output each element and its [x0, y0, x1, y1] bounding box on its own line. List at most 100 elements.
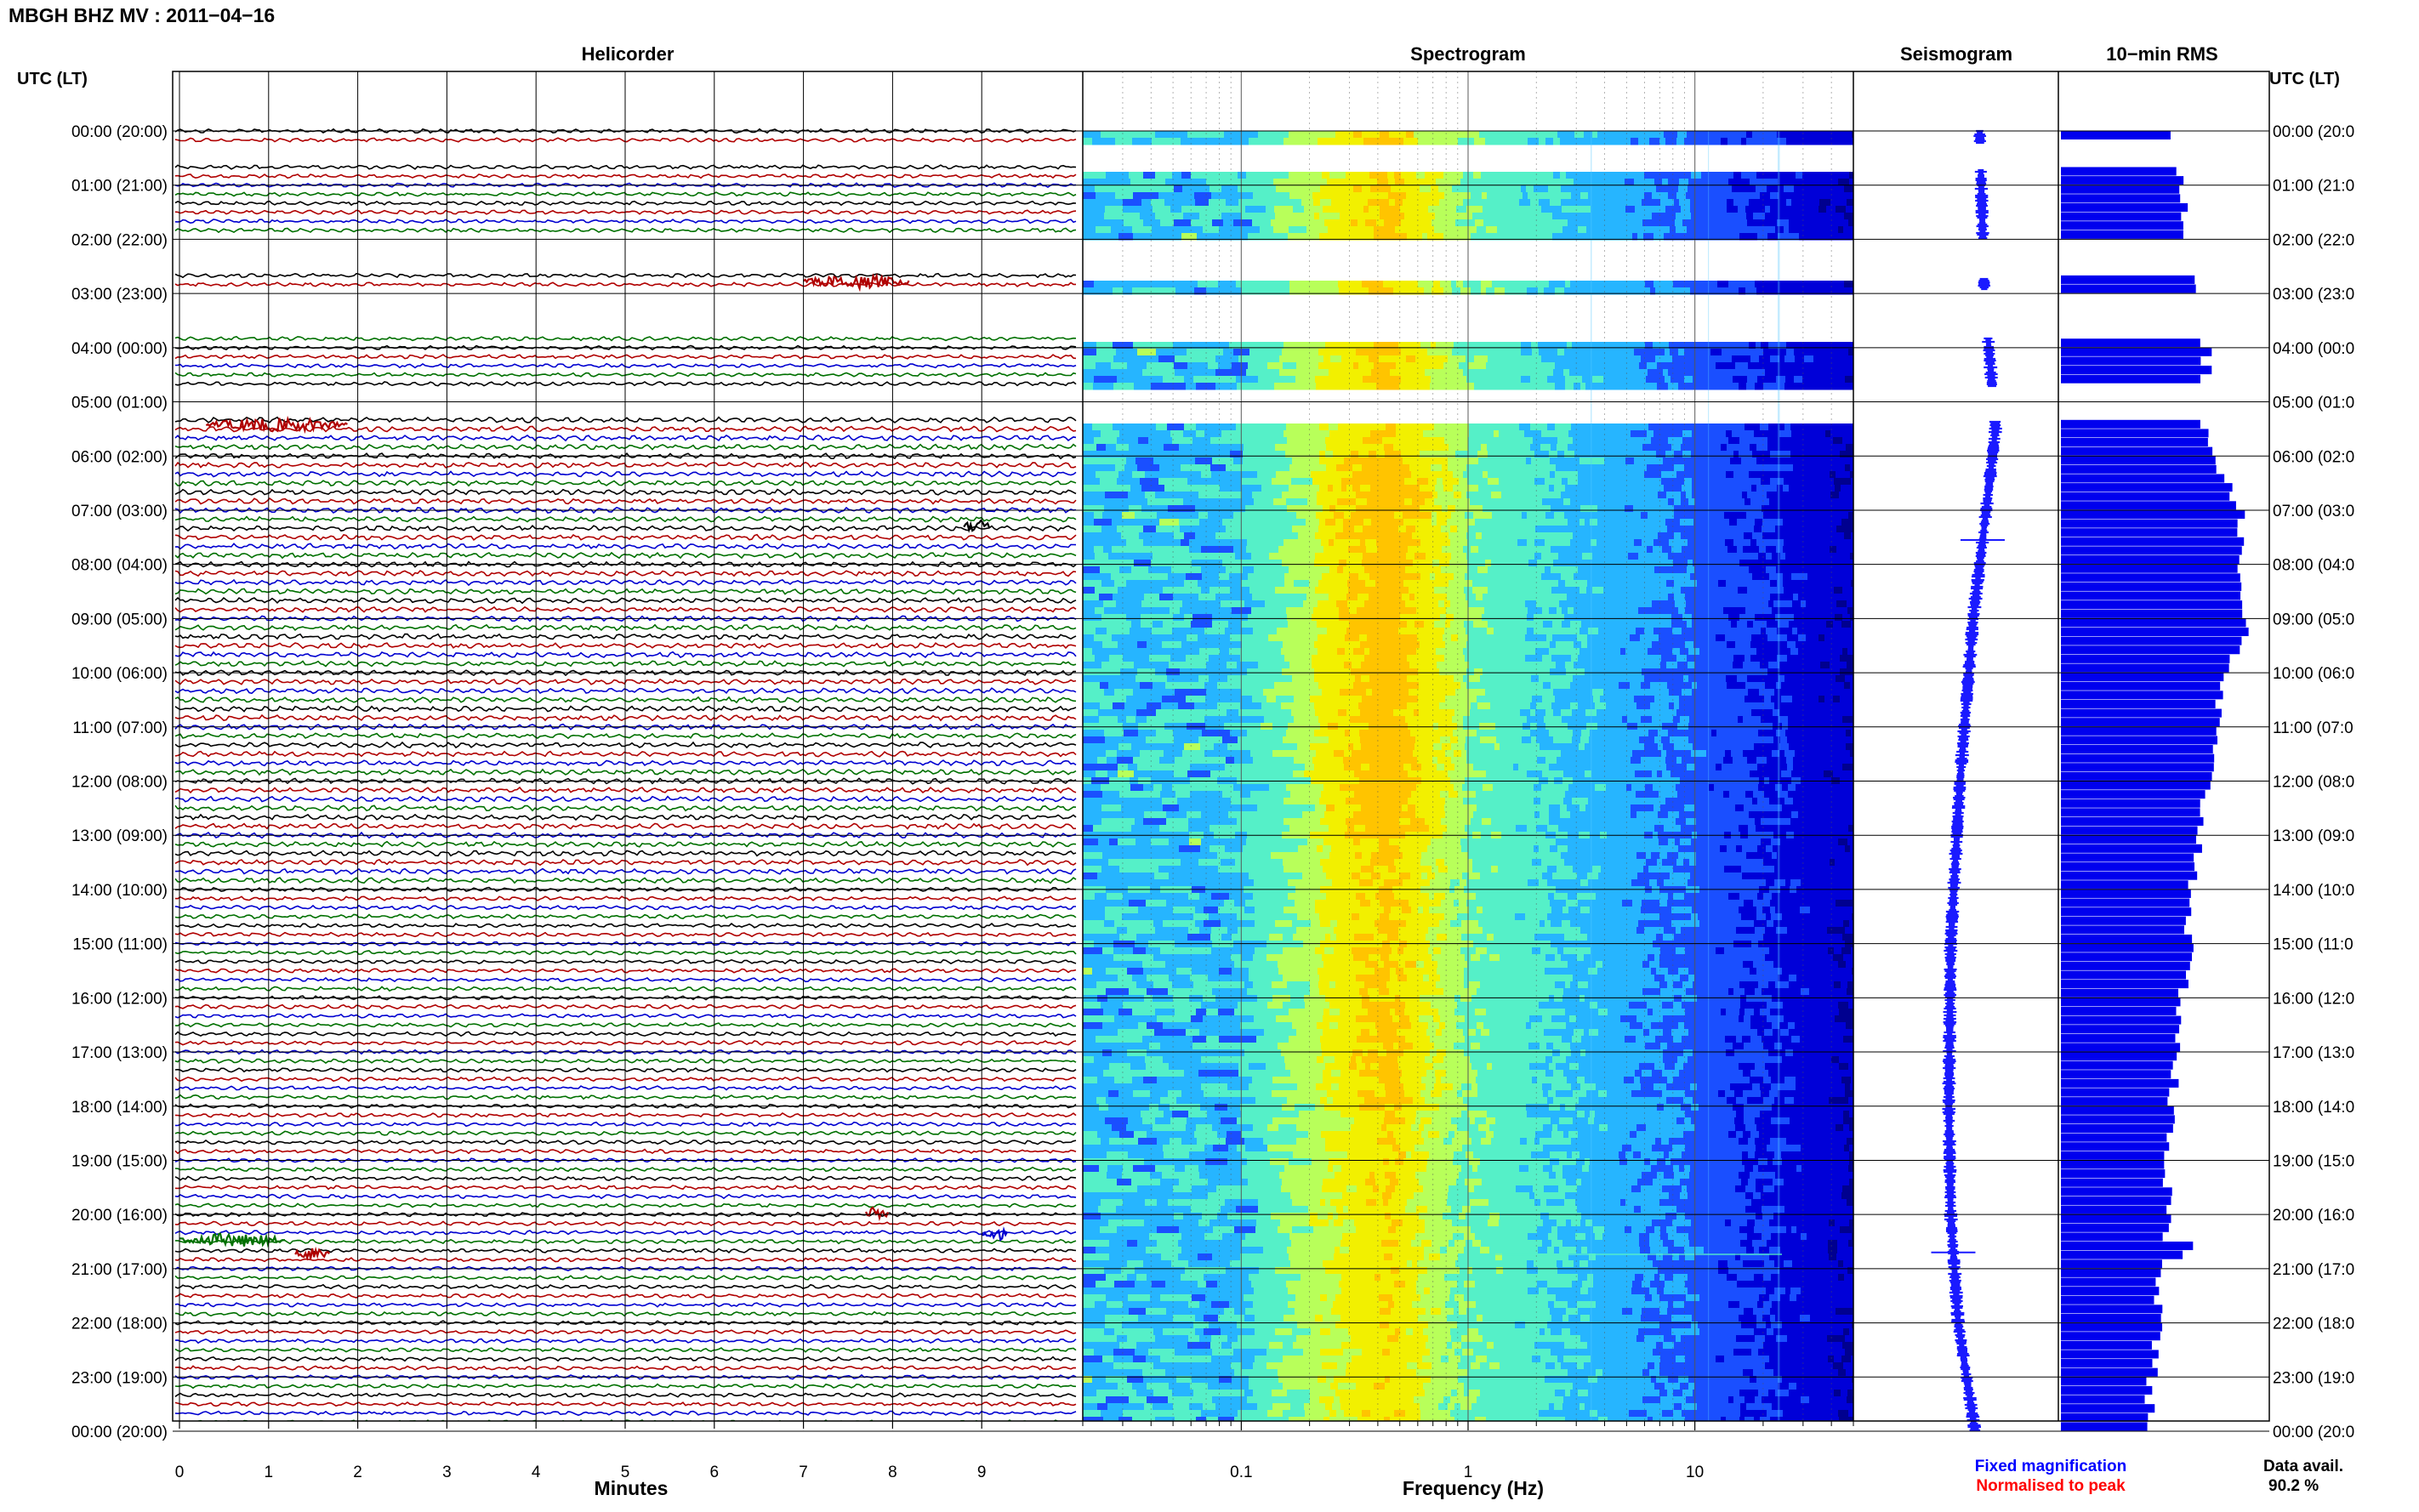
spectrogram-cell	[1843, 349, 1849, 356]
spectrogram-cell	[1497, 423, 1505, 431]
spectrogram-cell	[1404, 539, 1412, 547]
spectrogram-cell	[1756, 648, 1768, 656]
spectrogram-cell	[1386, 560, 1392, 567]
spectrogram-cell	[1627, 349, 1635, 356]
spectrogram-cell	[1538, 580, 1545, 588]
spectrogram-cell	[1808, 594, 1820, 601]
spectrogram-cell	[1572, 355, 1578, 363]
spectrogram-cell	[1783, 546, 1792, 554]
spectrogram-cell	[1565, 662, 1574, 669]
spectrogram-cell	[1835, 485, 1841, 492]
spectrogram-cell	[1713, 553, 1722, 560]
spectrogram-cell	[1527, 614, 1534, 622]
spectrogram-cell	[1851, 281, 1853, 288]
spectrogram-cell	[1160, 219, 1175, 227]
spectrogram-cell	[1335, 526, 1344, 533]
spectrogram-cell	[1439, 641, 1446, 649]
spectrogram-cell	[1113, 539, 1127, 547]
spectrogram-cell	[1730, 226, 1736, 234]
spectrogram-cell	[1813, 553, 1819, 560]
spectrogram-cell	[1618, 206, 1626, 213]
spectrogram-cell	[1612, 675, 1619, 683]
spectrogram-cell	[1273, 226, 1289, 234]
spectrogram-cell	[1798, 594, 1809, 601]
spectrogram-cell	[1695, 355, 1703, 363]
spectrogram-cell	[1115, 464, 1125, 472]
spectrogram-cell	[1808, 138, 1817, 145]
spectrogram-cell	[1748, 362, 1756, 370]
spectrogram-cell	[1096, 192, 1116, 200]
spectrogram-cell	[1488, 621, 1496, 628]
spectrogram-cell	[1670, 349, 1679, 356]
spectrogram-cell	[1820, 600, 1826, 608]
spectrogram-cell	[1789, 179, 1796, 186]
spectrogram-cell	[1585, 614, 1597, 622]
spectrogram-cell	[1654, 172, 1665, 179]
spectrogram-cell	[1096, 560, 1118, 567]
spectrogram-cell	[1431, 553, 1443, 560]
spectrogram-cell	[1460, 600, 1469, 608]
spectrogram-cell	[1254, 498, 1274, 506]
spectrogram-cell	[1461, 185, 1467, 193]
spectrogram-cell	[1205, 696, 1215, 703]
spectrogram-cell	[1756, 342, 1762, 350]
spectrogram-cell	[1422, 376, 1431, 384]
spectrogram-cell	[1813, 219, 1823, 227]
spectrogram-cell	[1775, 226, 1784, 234]
spectrogram-cell	[1326, 444, 1338, 452]
spectrogram-cell	[1582, 553, 1593, 560]
spectrogram-cell	[1180, 675, 1199, 683]
spectrogram-cell	[1694, 505, 1700, 513]
spectrogram-cell	[1186, 573, 1203, 581]
figure-title: MBGH BHZ MV : 2011−04−16	[9, 4, 275, 26]
spectrogram-cell	[1628, 614, 1637, 622]
spectrogram-cell	[1724, 342, 1733, 350]
spectrogram-cell	[1669, 342, 1677, 350]
spectrogram-cell	[1401, 553, 1407, 560]
spectrogram-cell	[1770, 192, 1779, 200]
spectrogram-cell	[1204, 172, 1220, 179]
spectrogram-cell	[1334, 512, 1345, 520]
spectrogram-cell	[1454, 573, 1466, 581]
spectrogram-cell	[1773, 505, 1780, 513]
spectrogram-cell	[1173, 614, 1185, 622]
spectrogram-cell	[1778, 199, 1787, 207]
spectrogram-cell	[1794, 349, 1805, 356]
spectrogram-cell	[1805, 437, 1811, 445]
spectrogram-cell	[1326, 233, 1333, 241]
spectrogram-cell	[1778, 185, 1784, 193]
spectrogram-cell	[1830, 492, 1840, 499]
spectrogram-cell	[1727, 682, 1739, 690]
spectrogram-cell	[1579, 519, 1585, 526]
spectrogram-cell	[1585, 566, 1594, 574]
spectrogram-cell	[1273, 179, 1296, 186]
spectrogram-cell	[1737, 219, 1748, 227]
spectrogram-cell	[1833, 519, 1842, 526]
spectrogram-cell	[1312, 662, 1323, 669]
spectrogram-cell	[1517, 594, 1526, 601]
spectrogram-cell	[1435, 213, 1445, 220]
spectrogram-cell	[1469, 138, 1475, 145]
spectrogram-cell	[1526, 458, 1532, 465]
spectrogram-cell	[1734, 233, 1740, 241]
spectrogram-cell	[1753, 621, 1760, 628]
spectrogram-cell	[1687, 226, 1695, 234]
spectrogram-cell	[1400, 206, 1409, 213]
spectrogram-cell	[1799, 233, 1806, 241]
spectrogram-cell	[1112, 519, 1126, 526]
spectrogram-cell	[1500, 532, 1506, 540]
spectrogram-cell	[1754, 430, 1765, 438]
spectrogram-cell	[1795, 179, 1801, 186]
spectrogram-cell	[1289, 600, 1304, 608]
spectrogram-cell	[1830, 662, 1837, 669]
spectrogram-cell	[1244, 600, 1266, 608]
spectrogram-cell	[1284, 594, 1307, 601]
spectrogram-cell	[1509, 437, 1519, 445]
spectrogram-cell	[1180, 526, 1191, 533]
spectrogram-cell	[1715, 131, 1724, 139]
spectrogram-cell	[1240, 655, 1259, 662]
spectrogram-cell	[1352, 138, 1364, 145]
spectrogram-cell	[1770, 580, 1778, 588]
spectrogram-cell	[1336, 587, 1343, 594]
spectrogram-cell	[1166, 383, 1187, 390]
